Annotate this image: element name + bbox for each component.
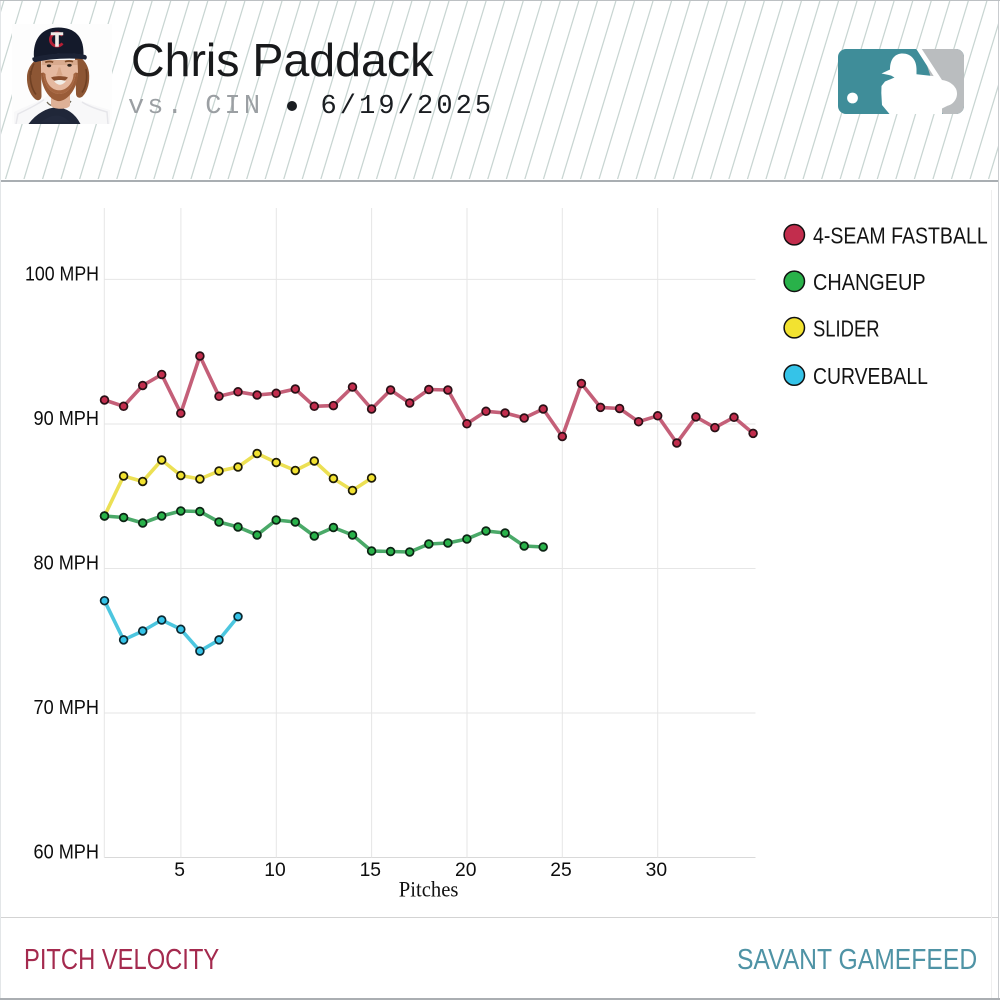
svg-text:70 MPH: 70 MPH	[34, 696, 100, 719]
svg-text:Pitches: Pitches	[399, 877, 459, 902]
svg-text:10: 10	[264, 860, 285, 881]
svg-text:90 MPH: 90 MPH	[34, 407, 100, 430]
svg-text:60 MPH: 60 MPH	[34, 841, 100, 864]
svg-text:25: 25	[550, 860, 571, 881]
svg-text:100 MPH: 100 MPH	[25, 262, 99, 285]
svg-text:CHANGEUP: CHANGEUP	[813, 269, 926, 295]
svg-text:15: 15	[360, 860, 381, 881]
svg-text:30: 30	[646, 860, 667, 881]
svg-text:5: 5	[174, 860, 185, 881]
svg-text:4-SEAM FASTBALL: 4-SEAM FASTBALL	[813, 223, 988, 249]
svg-text:CURVEBALL: CURVEBALL	[813, 363, 928, 389]
svg-text:SLIDER: SLIDER	[813, 316, 880, 342]
svg-text:20: 20	[455, 860, 476, 881]
svg-text:80 MPH: 80 MPH	[34, 552, 100, 575]
